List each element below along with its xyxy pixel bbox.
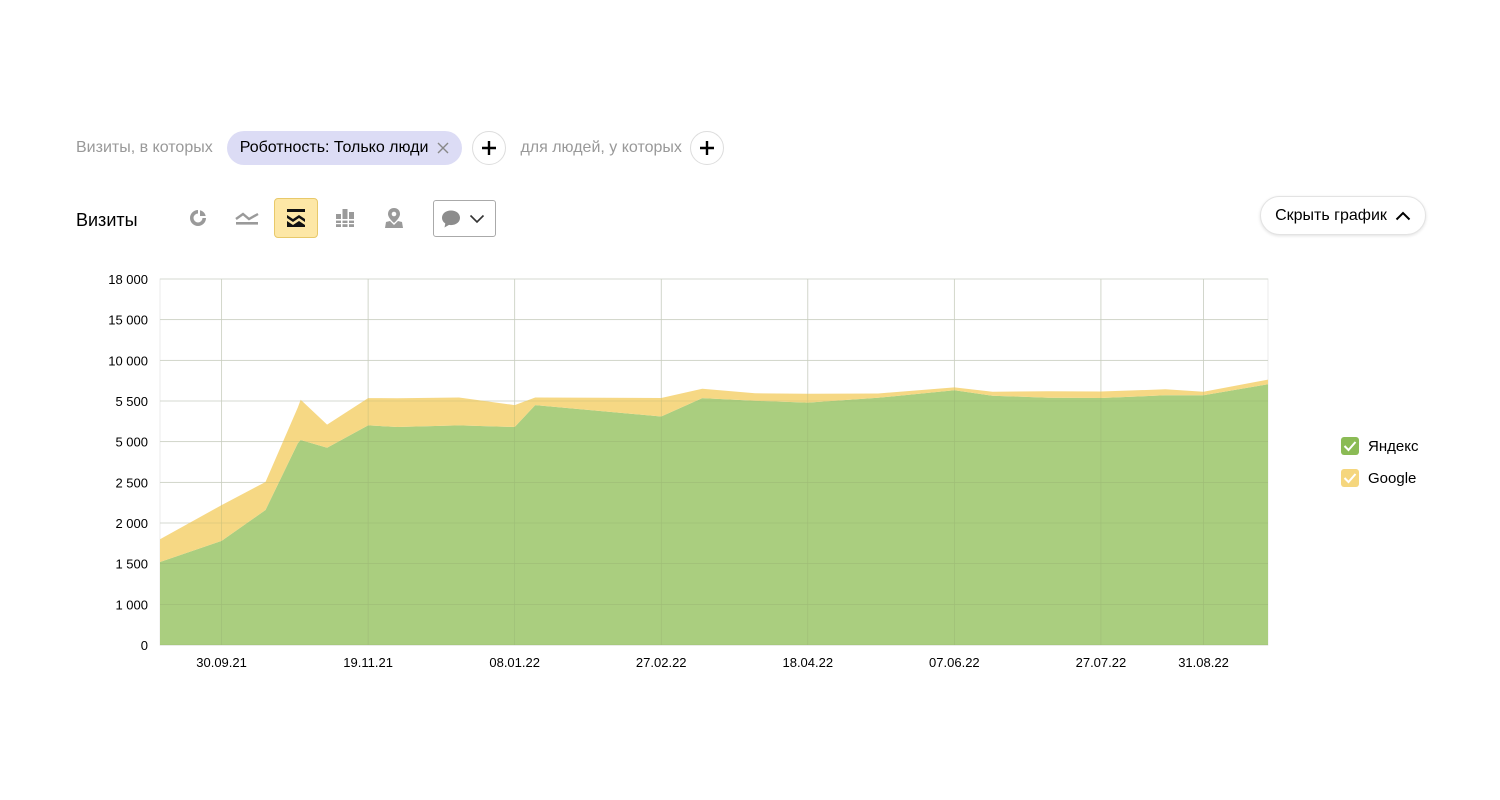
checkbox-checked-icon[interactable]	[1341, 469, 1359, 487]
plus-icon	[481, 140, 497, 156]
chart-legend: Яндекс Google	[1341, 436, 1418, 500]
y-tick-label: 5 500	[115, 394, 148, 409]
x-tick-label: 07.06.22	[929, 655, 980, 670]
x-tick-label: 30.09.21	[196, 655, 247, 670]
y-tick-label: 2 000	[115, 516, 148, 531]
x-tick-label: 08.01.22	[489, 655, 540, 670]
x-tick-label: 18.04.22	[782, 655, 833, 670]
map-icon	[383, 207, 405, 229]
x-axis-ticks: 30.09.21 19.11.21 08.01.22 27.02.22 18.04.22…	[196, 655, 1229, 670]
chevron-down-icon	[469, 214, 485, 224]
y-tick-label: 0	[141, 638, 148, 653]
x-tick-label: 19.11.21	[343, 655, 393, 670]
y-tick-label: 1 000	[115, 597, 148, 612]
grid-overlay	[160, 278, 1268, 646]
visits-condition-label: Визиты, в которых	[76, 139, 213, 156]
plus-icon	[699, 140, 715, 156]
y-tick-label: 2 500	[115, 475, 148, 490]
robotness-filter-label: Роботность: Только люди	[239, 139, 429, 156]
area-series-yandex[interactable]	[160, 384, 1268, 645]
chart-areas	[160, 278, 1268, 646]
metric-title: Визиты	[76, 210, 138, 230]
chart-type-map-button[interactable]	[372, 198, 416, 238]
x-tick-label: 27.02.22	[636, 655, 687, 670]
y-tick-label: 10 000	[108, 353, 148, 368]
speech-bubble-icon	[440, 209, 462, 229]
y-tick-label: 1 500	[115, 557, 148, 572]
hide-chart-label: Скрыть график	[1275, 206, 1387, 224]
segment-filter-row: Визиты, в которых Роботность: Только люд…	[76, 130, 734, 166]
add-visit-condition-button[interactable]	[472, 131, 507, 165]
chart-type-switcher	[176, 198, 421, 238]
people-condition-label: для людей, у которых	[520, 139, 682, 156]
line-chart-icon	[235, 208, 259, 228]
x-tick-label: 27.07.22	[1076, 655, 1127, 670]
annotations-dropdown[interactable]	[433, 200, 496, 237]
chevron-up-icon	[1395, 211, 1411, 221]
x-tick-label: 31.08.22	[1178, 655, 1229, 670]
y-axis-ticks: 0 1 000 1 500 2 000 2 500 5 000 5 500 10 000 15 …	[108, 272, 148, 653]
legend-item-google[interactable]: Google	[1341, 468, 1418, 488]
area-series-google[interactable]	[160, 379, 1268, 562]
y-tick-label: 15 000	[108, 313, 148, 328]
chart-type-stacked-bar-button[interactable]	[323, 198, 367, 238]
y-tick-label: 5 000	[115, 435, 148, 450]
legend-label-yandex: Яндекс	[1368, 437, 1419, 455]
hide-chart-button[interactable]: Скрыть график	[1260, 196, 1426, 235]
stacked-area-icon	[285, 207, 307, 229]
stacked-bar-icon	[334, 207, 356, 229]
legend-item-yandex[interactable]: Яндекс	[1341, 436, 1418, 456]
chart-type-line-button[interactable]	[225, 198, 269, 238]
chart-type-pie-button[interactable]	[176, 198, 220, 238]
add-people-condition-button[interactable]	[689, 131, 724, 165]
checkbox-checked-icon[interactable]	[1341, 437, 1359, 455]
robotness-filter-chip[interactable]: Роботность: Только люди	[226, 131, 463, 165]
chart-type-stacked-area-button[interactable]	[274, 198, 318, 238]
legend-label-google: Google	[1368, 469, 1417, 487]
close-icon[interactable]	[436, 141, 450, 155]
y-tick-label: 18 000	[108, 272, 148, 287]
pie-chart-icon	[187, 207, 209, 229]
